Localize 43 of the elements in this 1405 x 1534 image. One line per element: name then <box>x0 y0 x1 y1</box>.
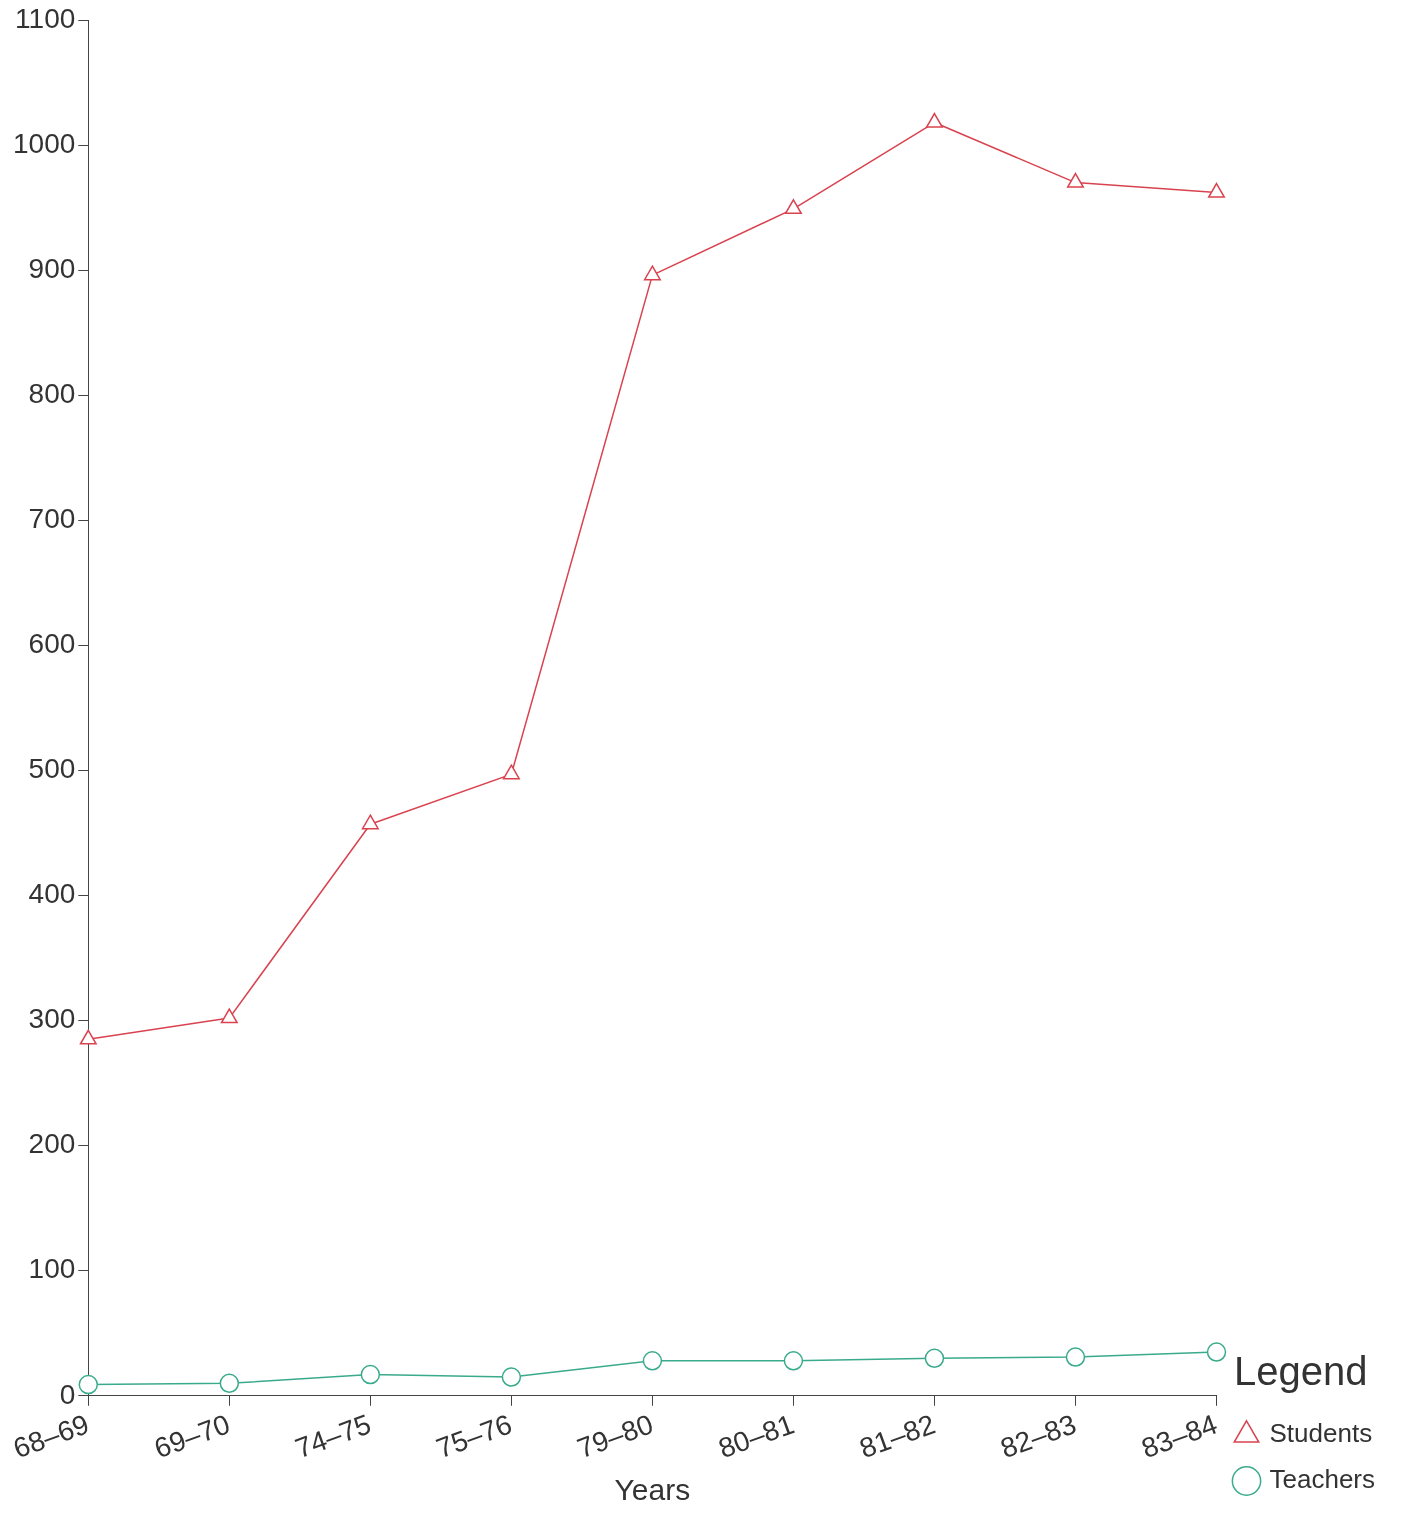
y-tick-label: 1000 <box>12 127 76 159</box>
x-tick-label: 80–81 <box>714 1408 799 1465</box>
y-tick-label: 900 <box>28 252 76 284</box>
point <box>924 1348 945 1369</box>
point <box>502 764 520 780</box>
point <box>1206 1342 1227 1362</box>
point <box>220 1008 238 1024</box>
point <box>784 199 802 215</box>
y-tick-label: 0 <box>59 1378 76 1410</box>
point <box>783 1351 804 1371</box>
legend-label: Teachers <box>1269 1464 1375 1495</box>
x-tick-label: 74–75 <box>291 1408 376 1465</box>
y-tick-label: 300 <box>28 1003 76 1035</box>
y-tick-label: 800 <box>28 377 76 409</box>
y-tick-label: 500 <box>28 753 76 785</box>
legend-title: Legend <box>1234 1349 1368 1394</box>
point <box>501 1367 522 1387</box>
point <box>79 1029 97 1045</box>
point <box>1066 172 1085 188</box>
y-tick-label: 100 <box>28 1253 76 1285</box>
x-tick-label: 68–69 <box>9 1408 93 1465</box>
x-tick-label: 69–70 <box>150 1408 235 1465</box>
y-tick-label: 1100 <box>15 2 76 34</box>
point <box>642 1351 663 1371</box>
point <box>219 1373 240 1394</box>
point <box>1065 1347 1086 1367</box>
y-tick-label: 700 <box>28 503 76 535</box>
x-tick-label: 83–84 <box>1137 1408 1222 1465</box>
y-tick-label: 400 <box>28 878 76 910</box>
point <box>643 265 661 281</box>
point <box>925 112 943 128</box>
point <box>361 814 379 830</box>
point <box>78 1374 99 1395</box>
x-tick-label: 82–83 <box>996 1408 1081 1465</box>
x-tick-label: 79–80 <box>573 1408 658 1465</box>
y-tick-label: 200 <box>28 1128 76 1160</box>
point <box>1207 182 1226 198</box>
x-axis-title: Years <box>614 1473 691 1507</box>
point <box>360 1364 381 1385</box>
legend-label: Students <box>1269 1418 1373 1449</box>
x-tick-label: 81–82 <box>855 1408 940 1465</box>
y-tick-label: 600 <box>28 628 76 660</box>
x-tick-label: 75–76 <box>432 1408 517 1465</box>
